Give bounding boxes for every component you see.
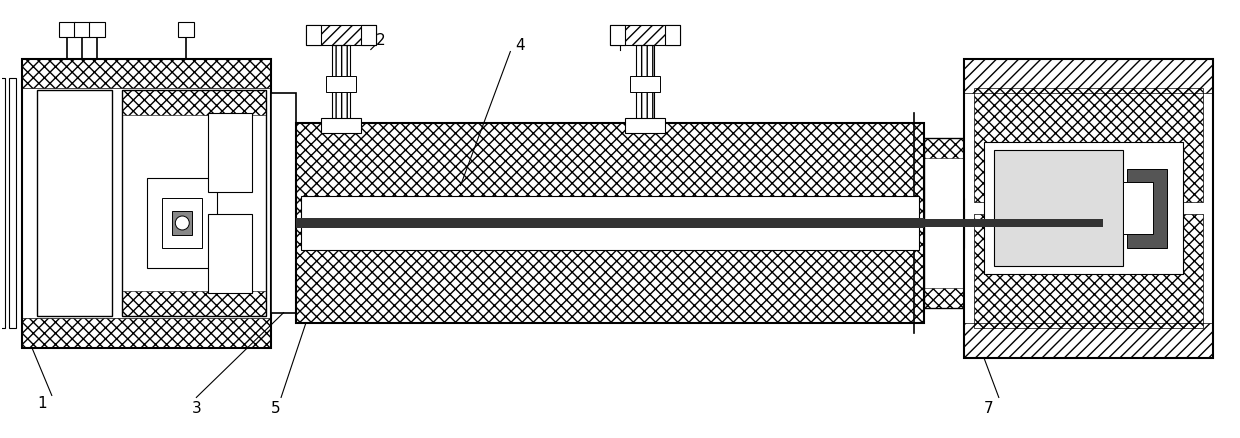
Text: 7: 7: [985, 400, 993, 415]
Bar: [983, 143, 1183, 274]
Bar: [22, 318, 272, 348]
Bar: [332, 46, 350, 124]
Bar: [122, 291, 267, 316]
Bar: [924, 288, 963, 308]
Text: 2: 2: [376, 33, 386, 48]
Bar: [296, 124, 924, 323]
Text: 1: 1: [37, 395, 47, 410]
Bar: [963, 60, 1213, 358]
Bar: [208, 215, 252, 293]
Bar: [924, 139, 963, 159]
Text: 3: 3: [191, 400, 201, 415]
Bar: [22, 60, 272, 348]
Bar: [610, 25, 625, 46]
Bar: [1127, 169, 1167, 248]
Bar: [993, 151, 1123, 266]
Bar: [0, 79, 5, 328]
Bar: [973, 215, 1203, 328]
Bar: [296, 219, 1104, 227]
Bar: [22, 60, 272, 89]
Bar: [9, 79, 16, 328]
Bar: [296, 124, 924, 323]
Bar: [122, 91, 267, 316]
Bar: [973, 89, 1203, 203]
Text: 6: 6: [610, 33, 620, 48]
Bar: [73, 23, 89, 38]
Text: 5: 5: [272, 400, 281, 415]
Bar: [1123, 182, 1153, 235]
Bar: [963, 323, 1213, 358]
Text: 4: 4: [516, 38, 525, 53]
Bar: [162, 198, 202, 248]
Bar: [361, 25, 376, 46]
Bar: [179, 23, 195, 38]
Bar: [630, 77, 660, 93]
Bar: [37, 91, 112, 316]
Bar: [148, 179, 217, 268]
Bar: [321, 119, 361, 134]
Bar: [208, 114, 252, 192]
Bar: [636, 46, 653, 124]
Circle shape: [175, 216, 190, 230]
Bar: [963, 60, 1213, 94]
Bar: [122, 91, 267, 116]
Bar: [272, 94, 296, 313]
Bar: [326, 77, 356, 93]
Bar: [172, 212, 192, 235]
Bar: [625, 119, 665, 134]
Bar: [89, 23, 104, 38]
Bar: [610, 25, 680, 46]
Bar: [665, 25, 680, 46]
Bar: [636, 46, 653, 124]
Bar: [306, 25, 376, 46]
Bar: [58, 23, 74, 38]
Bar: [332, 46, 350, 124]
Bar: [296, 219, 924, 229]
Bar: [301, 196, 919, 251]
Bar: [924, 139, 963, 308]
Bar: [306, 25, 321, 46]
